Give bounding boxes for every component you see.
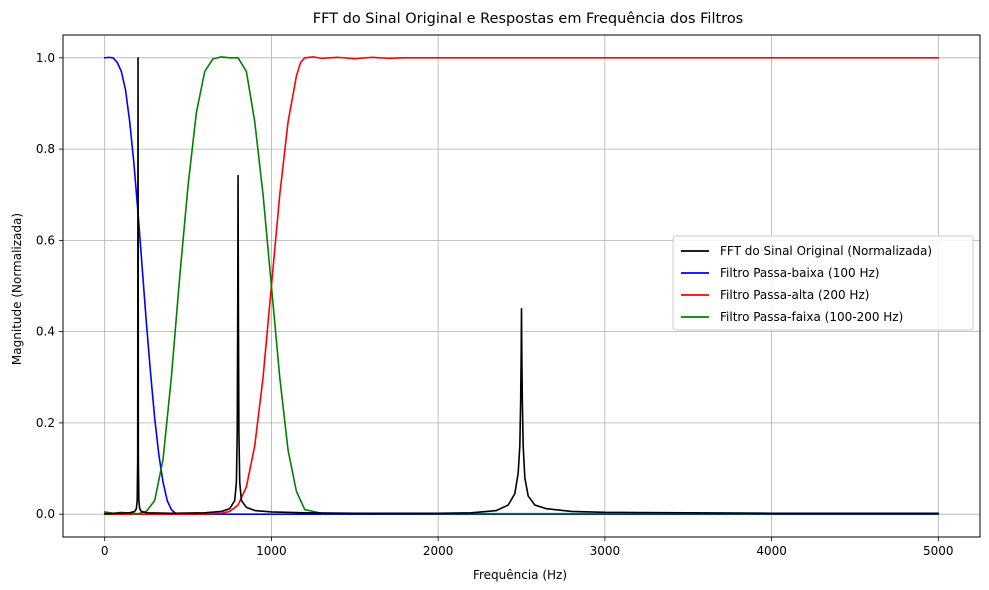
legend: FFT do Sinal Original (Normalizada) Filt… — [672, 235, 974, 331]
x-tick-label: 5000 — [923, 544, 954, 558]
x-tick-label: 4000 — [756, 544, 787, 558]
x-tick-label: 0 — [101, 544, 109, 558]
legend-label-lowpass: Filtro Passa-baixa (100 Hz) — [720, 266, 879, 280]
x-tick-label: 2000 — [423, 544, 454, 558]
chart-title: FFT do Sinal Original e Respostas em Fre… — [313, 11, 744, 27]
series-layer — [103, 56, 940, 515]
y-tick-label: 0.2 — [36, 416, 55, 430]
legend-label-bandpass: Filtro Passa-faixa (100-200 Hz) — [720, 310, 903, 324]
y-tick-label: 0.6 — [36, 233, 55, 247]
y-tick-label: 0.0 — [36, 507, 55, 521]
y-axis-label: Magnitude (Normalizada) — [10, 213, 24, 365]
axis-ticks: 0 1000 2000 3000 4000 5000 0.0 0.2 0.4 0.6 0.8 1.0 — [36, 51, 954, 558]
legend-box — [672, 235, 974, 331]
highpass-filter-line — [103, 56, 940, 515]
fft-series-line — [103, 57, 940, 515]
y-tick-label: 0.4 — [36, 325, 55, 339]
y-tick-label: 0.8 — [36, 142, 55, 156]
x-tick-label: 1000 — [256, 544, 287, 558]
y-tick-label: 1.0 — [36, 51, 55, 65]
plot-area-frame — [62, 34, 981, 538]
x-axis-label: Frequência (Hz) — [473, 568, 567, 582]
legend-label-fft: FFT do Sinal Original (Normalizada) — [720, 244, 932, 258]
legend-label-highpass: Filtro Passa-alta (200 Hz) — [720, 288, 869, 302]
x-tick-label: 3000 — [590, 544, 621, 558]
